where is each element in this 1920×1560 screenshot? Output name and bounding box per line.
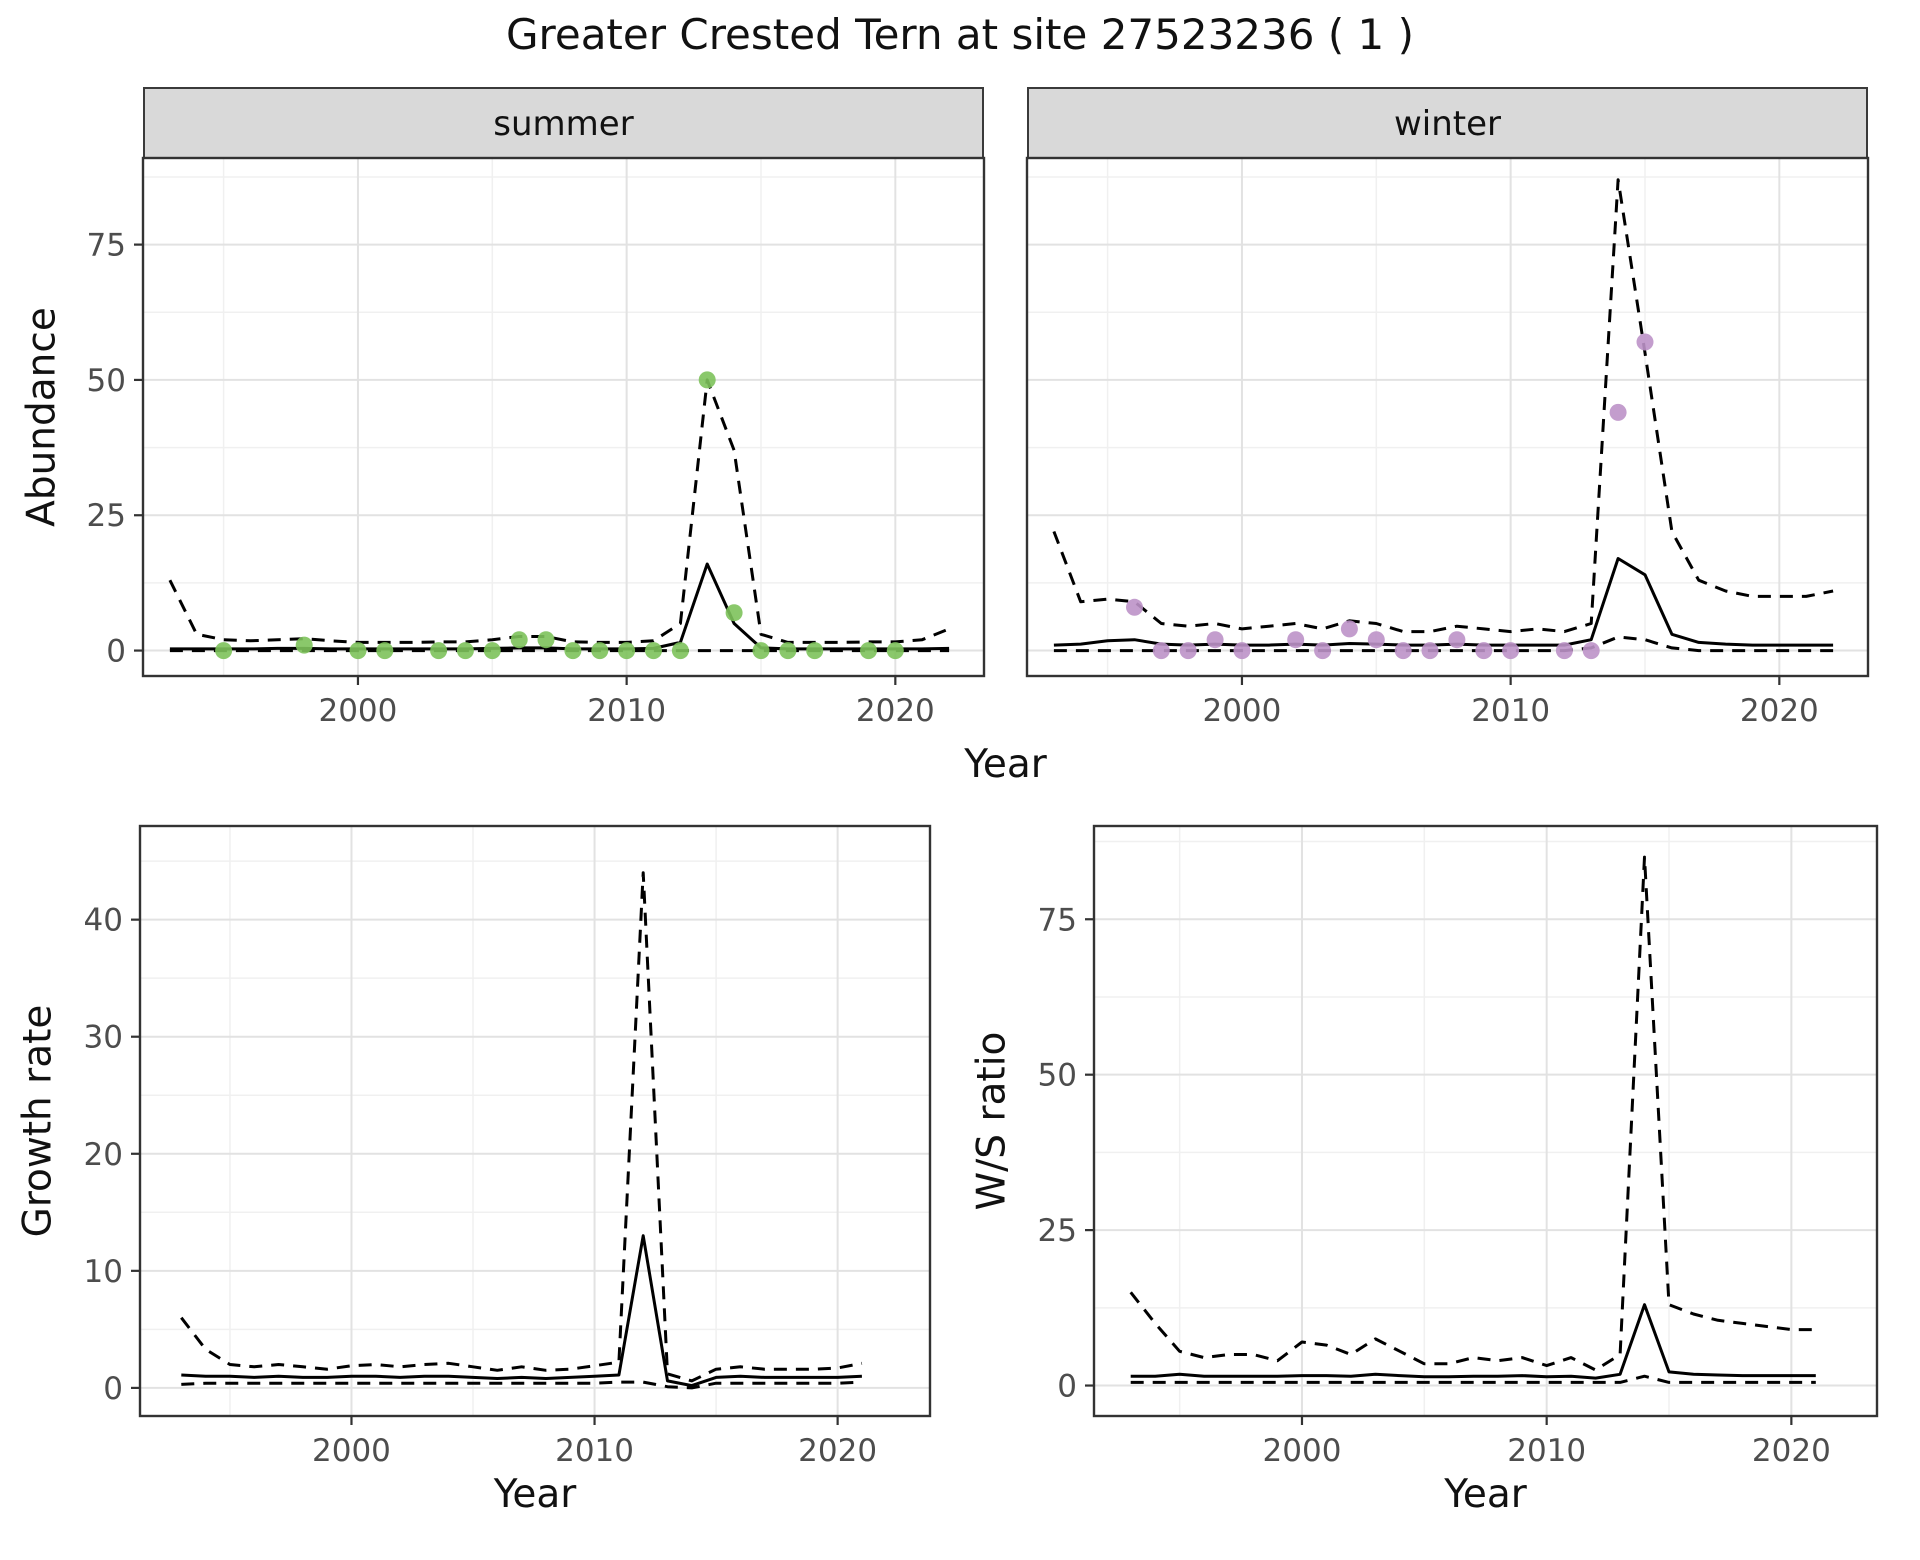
summer-data-point [806, 642, 824, 660]
winter-data-point [1502, 642, 1520, 660]
growth-rate-axis-label: Growth rate [15, 1004, 61, 1238]
y-tick-label: 0 [106, 634, 126, 670]
x-tick-label: 2010 [587, 693, 666, 729]
y-tick-label: 75 [87, 228, 126, 264]
summer-data-point [618, 642, 636, 660]
panel-border [138, 824, 932, 1418]
winter-data-point [1126, 598, 1143, 616]
x-tick-label: 2010 [1471, 693, 1550, 729]
abundance-winter-panel: 2000 2010 2020 [1025, 156, 1870, 729]
winter-data-point [1475, 642, 1493, 660]
panel-background [1094, 826, 1877, 1416]
summer-data-point [430, 642, 448, 660]
x-tick-label: 2000 [1202, 693, 1281, 729]
summer-data-point [886, 642, 904, 660]
winter-data-point [1314, 642, 1332, 660]
facet-label-winter: winter [1393, 103, 1502, 144]
summer-data-point [564, 642, 582, 660]
chart-title: Greater Crested Tern at site 27523236 ( … [505, 10, 1415, 59]
y-tick-label: 10 [84, 1254, 123, 1290]
x-tick-label: 2020 [1752, 1433, 1831, 1469]
winter-data-point [1152, 642, 1170, 660]
x-tick-label: 2000 [312, 1433, 391, 1469]
winter-data-point [1448, 631, 1466, 649]
winter-data-point [1233, 642, 1251, 660]
summer-data-point [752, 642, 770, 660]
winter-data-point [1179, 642, 1197, 660]
facet-strip-winter: winter [1027, 87, 1868, 158]
summer-data-point [860, 642, 877, 660]
facet-label-summer: summer [493, 103, 634, 144]
winter-data-point [1394, 642, 1412, 660]
summer-data-point [510, 631, 528, 649]
x-tick-label: 2020 [1740, 693, 1819, 729]
winter-upper-ci-line [1052, 178, 1834, 634]
winter-data-point [1421, 642, 1439, 660]
facet-strip-summer: summer [143, 87, 984, 158]
abundance-summer-panel: 2000 2010 2020 0 25 50 75 [87, 156, 986, 729]
summer-data-point [456, 642, 474, 660]
y-tick-label: 20 [84, 1137, 123, 1173]
winter-data-point [1609, 403, 1627, 421]
ws-ratio-axis-label: W/S ratio [969, 1031, 1015, 1211]
year-axis-label-top: Year [964, 742, 1047, 787]
summer-data-point [376, 642, 394, 660]
growth-upper-ci-line [180, 871, 863, 1383]
x-tick-label: 2020 [798, 1433, 877, 1469]
panel-border [141, 156, 986, 678]
winter-data-point [1287, 631, 1305, 649]
x-tick-label: 2010 [1507, 1433, 1586, 1469]
y-tick-label: 75 [1038, 902, 1077, 938]
summer-data-point [671, 642, 689, 660]
ratio-model-fit-line [1130, 1303, 1816, 1380]
y-tick-label: 0 [1057, 1369, 1077, 1405]
y-tick-label: 50 [1038, 1058, 1077, 1094]
x-tick-label: 2000 [318, 693, 397, 729]
winter-data-point [1206, 631, 1224, 649]
winter-data-point [1367, 631, 1385, 649]
summer-data-point [725, 604, 743, 622]
growth-rate-panel: 2000 2010 2020 0 10 20 30 40 [84, 824, 932, 1469]
summer-data-point [591, 642, 609, 660]
x-tick-label: 2010 [555, 1433, 634, 1469]
y-tick-label: 0 [103, 1371, 123, 1407]
winter-data-point [1636, 333, 1654, 351]
winter-data-point [1340, 620, 1358, 638]
panel-border [1092, 824, 1879, 1418]
ratio-lower-ci-line [1130, 1374, 1816, 1384]
y-tick-label: 40 [84, 903, 123, 939]
summer-data-point [349, 642, 367, 660]
ratio-upper-ci-line [1129, 855, 1816, 1372]
growth-lower-ci-line [181, 1380, 862, 1390]
growth-model-fit-line [181, 1234, 862, 1388]
y-tick-label: 30 [84, 1020, 123, 1056]
abundance-axis-label: Abundance [19, 307, 65, 527]
panel-background [143, 158, 984, 676]
x-tick-label: 2020 [856, 693, 935, 729]
summer-data-point [537, 631, 555, 649]
summer-data-point [215, 642, 233, 660]
y-tick-label: 25 [87, 498, 126, 534]
y-tick-label: 50 [87, 363, 126, 399]
x-tick-label: 2000 [1263, 1433, 1342, 1469]
panel-background [140, 826, 930, 1416]
winter-data-point [1582, 642, 1600, 660]
winter-data-point [1555, 642, 1573, 660]
summer-data-point [779, 642, 797, 660]
ws-ratio-panel: 2000 2010 2020 0 25 50 75 [1038, 824, 1879, 1469]
summer-data-point [295, 636, 313, 654]
year-axis-label-ratio: Year [1444, 1472, 1527, 1517]
summer-data-point [698, 371, 716, 389]
panel-background [1027, 158, 1868, 676]
y-tick-label: 25 [1038, 1213, 1077, 1249]
year-axis-label-growth: Year [493, 1472, 577, 1517]
summer-data-point [645, 642, 662, 660]
panel-border [1025, 156, 1870, 678]
summer-data-point [483, 642, 501, 660]
